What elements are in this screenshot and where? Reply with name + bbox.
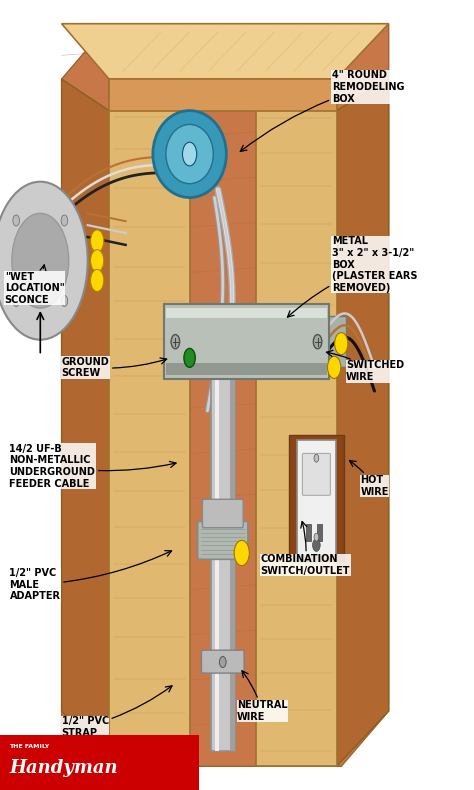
Text: COMBINATION
SWITCH/OUTLET: COMBINATION SWITCH/OUTLET (261, 521, 350, 576)
Bar (289, 435, 344, 561)
Text: 1/2" PVC
STRAP: 1/2" PVC STRAP (62, 686, 172, 738)
Text: HOT
WIRE: HOT WIRE (349, 461, 389, 497)
Bar (306, 524, 311, 541)
FancyBboxPatch shape (201, 650, 244, 673)
Circle shape (91, 269, 104, 292)
Circle shape (314, 454, 319, 462)
FancyBboxPatch shape (202, 499, 243, 528)
Polygon shape (337, 79, 389, 766)
FancyBboxPatch shape (297, 440, 336, 555)
Text: Handyman: Handyman (9, 759, 118, 777)
Bar (327, 316, 346, 367)
Circle shape (234, 540, 249, 566)
Bar (230, 336, 235, 750)
Polygon shape (109, 79, 337, 111)
Circle shape (314, 533, 319, 541)
Circle shape (61, 295, 68, 307)
Circle shape (313, 539, 320, 551)
Text: 4" ROUND
REMODELING
BOX: 4" ROUND REMODELING BOX (240, 70, 404, 152)
Text: NEUTRAL
WIRE: NEUTRAL WIRE (237, 671, 288, 722)
Text: "WET
LOCATION"
SCONCE: "WET LOCATION" SCONCE (5, 265, 64, 305)
Circle shape (219, 656, 226, 668)
Polygon shape (62, 24, 389, 79)
Circle shape (171, 335, 180, 349)
Text: METAL
3" x 2" x 3-1/2"
BOX
(PLASTER EARS
REMOVED): METAL 3" x 2" x 3-1/2" BOX (PLASTER EARS… (287, 236, 417, 317)
Bar (317, 524, 322, 541)
Bar (166, 308, 327, 318)
Circle shape (313, 335, 322, 349)
Circle shape (184, 348, 195, 367)
Text: THE FAMILY: THE FAMILY (9, 744, 50, 749)
Text: GROUND
SCREW: GROUND SCREW (62, 356, 167, 378)
Circle shape (12, 213, 69, 308)
Circle shape (91, 250, 104, 272)
Ellipse shape (166, 125, 213, 184)
Circle shape (13, 215, 19, 226)
Bar (215, 336, 219, 750)
Bar (166, 363, 327, 375)
Text: SWITCHED
WIRE: SWITCHED WIRE (327, 350, 404, 382)
FancyBboxPatch shape (164, 304, 329, 379)
FancyBboxPatch shape (198, 521, 248, 559)
Circle shape (182, 142, 197, 166)
Circle shape (13, 295, 19, 307)
Ellipse shape (153, 111, 227, 198)
Circle shape (335, 333, 348, 355)
Polygon shape (62, 79, 109, 766)
Text: 1/2" PVC
MALE
ADAPTER: 1/2" PVC MALE ADAPTER (9, 551, 172, 601)
Bar (0, 735, 199, 790)
Circle shape (328, 356, 341, 378)
Polygon shape (109, 24, 190, 766)
Bar (211, 336, 235, 750)
Circle shape (61, 215, 68, 226)
Polygon shape (62, 24, 389, 766)
Text: 14/2 UF-B
NON-METALLIC
UNDERGROUND
FEEDER CABLE: 14/2 UF-B NON-METALLIC UNDERGROUND FEEDE… (9, 444, 176, 488)
FancyBboxPatch shape (302, 453, 330, 495)
Circle shape (91, 230, 104, 252)
Polygon shape (256, 24, 337, 766)
Circle shape (0, 182, 88, 340)
